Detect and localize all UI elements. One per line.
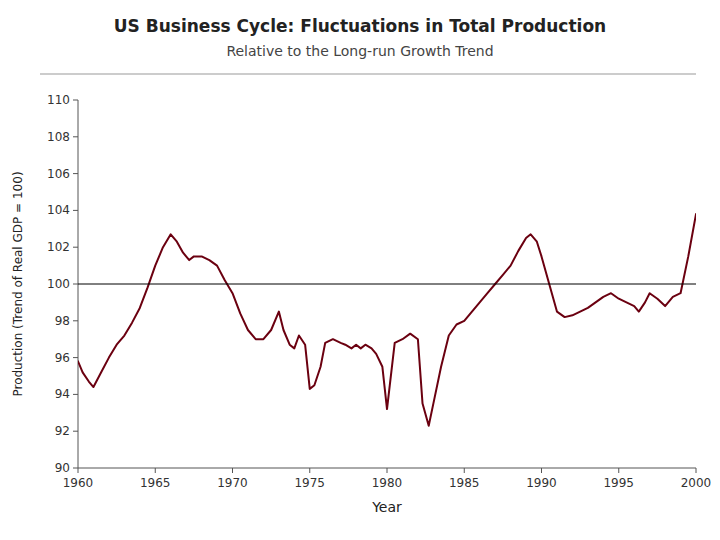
x-tick <box>387 468 388 473</box>
x-tick <box>464 468 465 473</box>
y-tick-label: 102 <box>47 240 70 254</box>
x-tick <box>155 468 156 473</box>
x-tick <box>232 468 233 473</box>
y-tick-label: 98 <box>55 314 70 328</box>
y-tick <box>73 284 78 285</box>
y-tick <box>73 210 78 211</box>
x-tick <box>696 468 697 473</box>
y-tick <box>73 431 78 432</box>
y-tick <box>73 320 78 321</box>
y-tick <box>73 100 78 101</box>
x-tick <box>78 468 79 473</box>
y-tick <box>73 468 78 469</box>
y-tick-label: 90 <box>55 461 70 475</box>
x-tick-label: 1980 <box>372 476 403 490</box>
separator <box>40 74 696 75</box>
x-tick-label: 2000 <box>681 476 712 490</box>
y-tick-label: 94 <box>55 387 70 401</box>
subtitle: Relative to the Long-run Growth Trend <box>226 43 493 59</box>
y-tick-label: 96 <box>55 351 70 365</box>
trend-line <box>78 284 696 285</box>
x-tick-label: 1985 <box>449 476 480 490</box>
x-tick-label: 1990 <box>526 476 557 490</box>
y-tick <box>73 394 78 395</box>
x-tick-label: 1975 <box>294 476 325 490</box>
y-tick <box>73 357 78 358</box>
y-tick <box>73 173 78 174</box>
y-tick-label: 108 <box>47 130 70 144</box>
title: US Business Cycle: Fluctuations in Total… <box>114 16 606 36</box>
x-axis-label: Year <box>371 499 402 515</box>
x-tick <box>541 468 542 473</box>
y-tick <box>73 136 78 137</box>
y-tick-label: 106 <box>47 167 70 181</box>
y-tick-label: 92 <box>55 424 70 438</box>
data-line <box>78 214 696 426</box>
x-tick-label: 1960 <box>63 476 94 490</box>
y-tick-label: 104 <box>47 203 70 217</box>
y-tick <box>73 247 78 248</box>
y-axis-label: Production (Trend of Real GDP = 100) <box>11 171 25 396</box>
x-tick-label: 1970 <box>217 476 248 490</box>
x-tick-label: 1965 <box>140 476 171 490</box>
x-tick-label: 1995 <box>603 476 634 490</box>
y-tick-label: 100 <box>47 277 70 291</box>
y-tick-label: 110 <box>47 93 70 107</box>
x-tick <box>618 468 619 473</box>
plot-area <box>78 214 696 426</box>
x-tick <box>309 468 310 473</box>
chart: US Business Cycle: Fluctuations in Total… <box>0 0 720 540</box>
